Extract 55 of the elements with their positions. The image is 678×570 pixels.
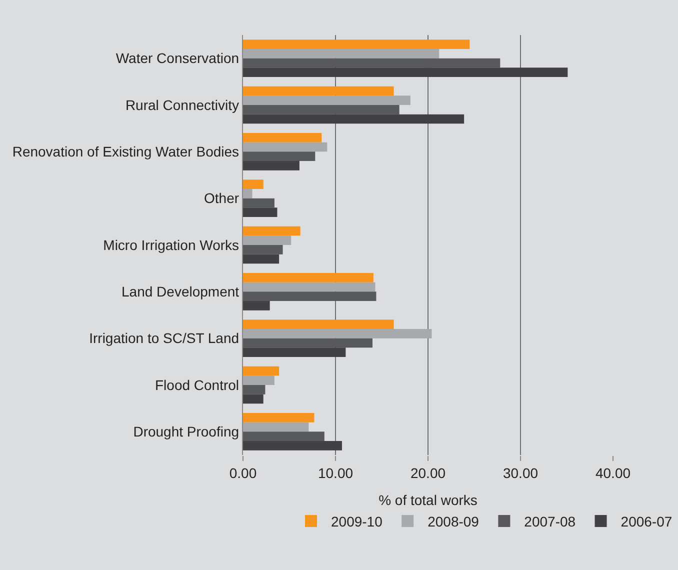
y-tick-label: Renovation of Existing Water Bodies: [12, 144, 240, 160]
bar: [243, 432, 324, 441]
bar: [243, 86, 394, 96]
bar: [243, 105, 400, 114]
y-tick-label: Land Development: [122, 284, 240, 300]
bar: [243, 189, 252, 198]
bar: [243, 236, 292, 245]
legend-label: 2009-10: [331, 513, 383, 530]
bar: [243, 58, 500, 68]
bar: [243, 329, 432, 338]
bar: [243, 142, 328, 152]
bar: [243, 366, 280, 376]
bar: [243, 40, 470, 49]
bar: [243, 385, 266, 394]
bar: [243, 152, 316, 161]
y-tick-label: Micro Irrigation Works: [103, 236, 240, 253]
bar: [243, 198, 274, 208]
bar: [243, 133, 322, 142]
bar: [243, 338, 372, 348]
bar: [243, 245, 283, 254]
x-tick-label: 40.00: [595, 464, 631, 481]
bar: [243, 96, 410, 105]
y-tick-label: Rural Connectivity: [125, 96, 240, 113]
bar: [243, 114, 464, 124]
y-tick-label: Irrigation to SC/ST Land: [89, 330, 240, 346]
bar: [243, 413, 314, 422]
x-tick-label: 0.00: [229, 464, 257, 481]
y-tick-label: Flood Control: [155, 376, 240, 393]
bar: [243, 68, 568, 77]
bar: [243, 180, 264, 189]
bar: [243, 422, 309, 432]
bar: [243, 394, 264, 404]
legend-label: 2008-09: [428, 513, 480, 530]
x-tick-label: 30.00: [502, 464, 538, 481]
legend-label: 2007-08: [524, 513, 576, 530]
bar: [243, 208, 278, 217]
bar: [243, 441, 342, 450]
bar: [243, 376, 274, 385]
bar: [243, 254, 280, 264]
bar: [243, 292, 376, 301]
x-axis-title: % of total works: [378, 492, 478, 508]
bar: [243, 226, 300, 236]
bar: [243, 348, 346, 357]
legend-label: 2006-07: [620, 513, 672, 530]
bar: [243, 49, 440, 58]
x-tick-label: 10.00: [318, 464, 354, 481]
bar: [243, 320, 394, 329]
y-tick-label: Other: [204, 190, 240, 206]
bar: [243, 273, 374, 282]
bar: [243, 282, 376, 292]
x-tick-label: 20.00: [410, 464, 446, 481]
bar: [243, 301, 270, 310]
bar: [243, 161, 300, 170]
y-tick-label: Drought Proofing: [133, 424, 240, 440]
y-tick-label: Water Conservation: [116, 50, 240, 66]
